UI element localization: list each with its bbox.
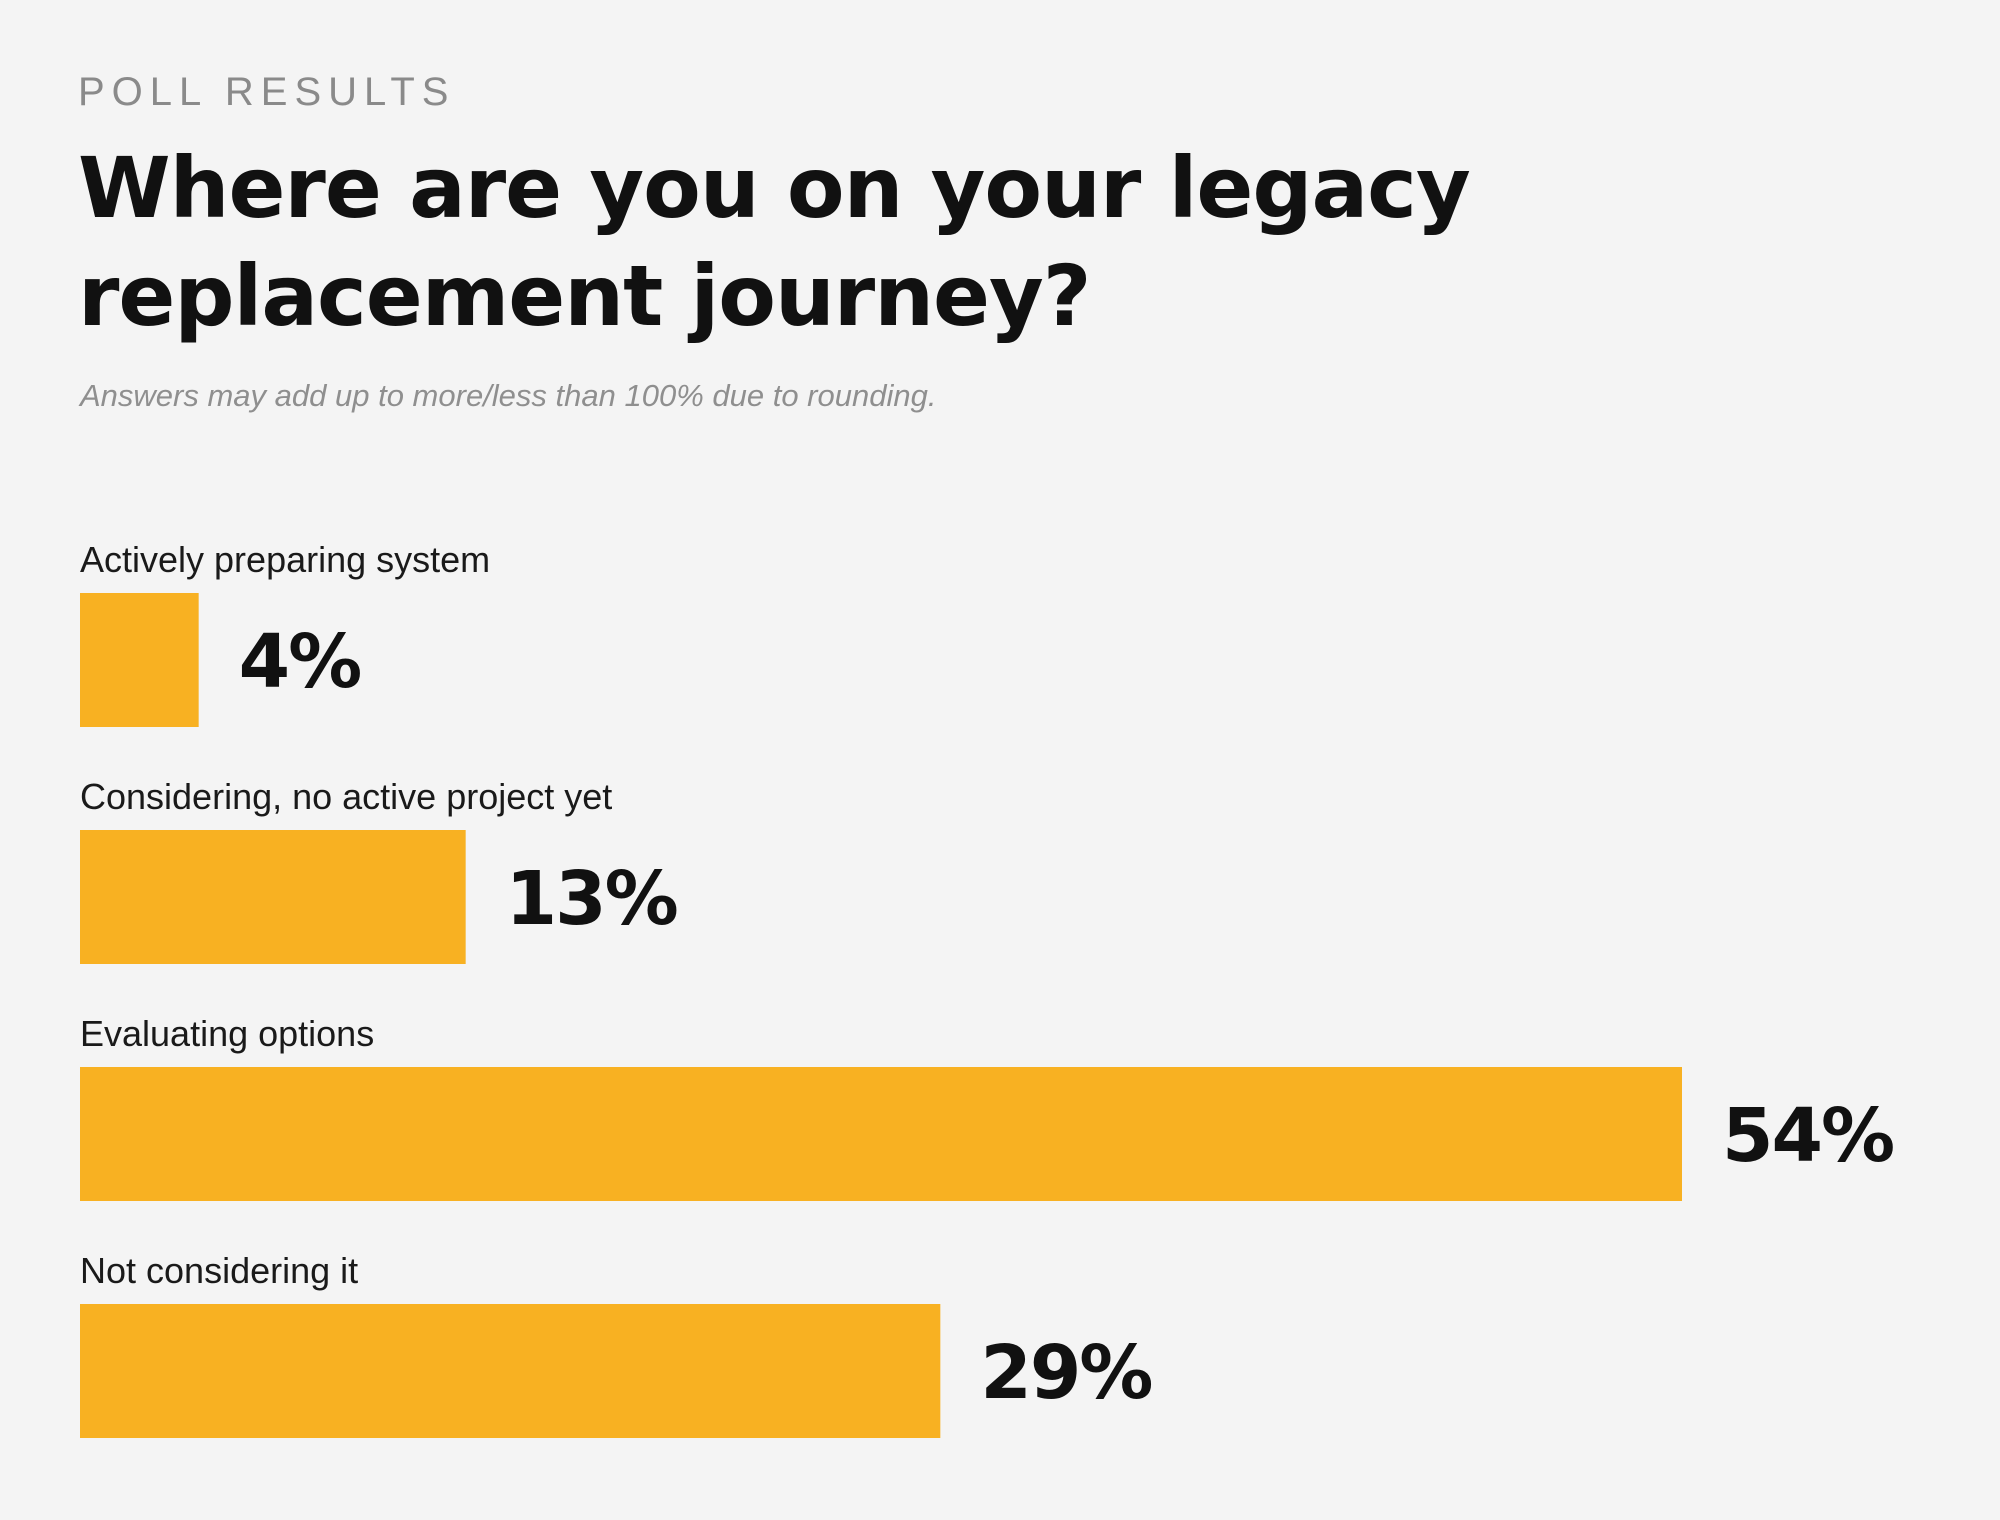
poll-results-kicker: POLL RESULTS: [78, 70, 456, 114]
bar: [80, 1067, 1682, 1201]
bar-category-label: Not considering it: [80, 1250, 358, 1291]
bar-category-label: Evaluating options: [80, 1013, 374, 1054]
rounding-note: Answers may add up to more/less than 100…: [80, 378, 937, 413]
bar-value-label: 29%: [980, 1330, 1151, 1416]
bar-value-label: 54%: [1722, 1093, 1893, 1179]
bar-category-label: Considering, no active project yet: [80, 776, 612, 817]
bar-value-label: 13%: [506, 856, 677, 942]
bar: [80, 830, 466, 964]
bar-category-label: Actively preparing system: [80, 539, 490, 580]
bar-value-label: 4%: [239, 619, 361, 705]
bar: [80, 1304, 941, 1438]
bar: [80, 593, 199, 727]
chart-title: Where are you on your legacy replacement…: [78, 139, 1471, 345]
